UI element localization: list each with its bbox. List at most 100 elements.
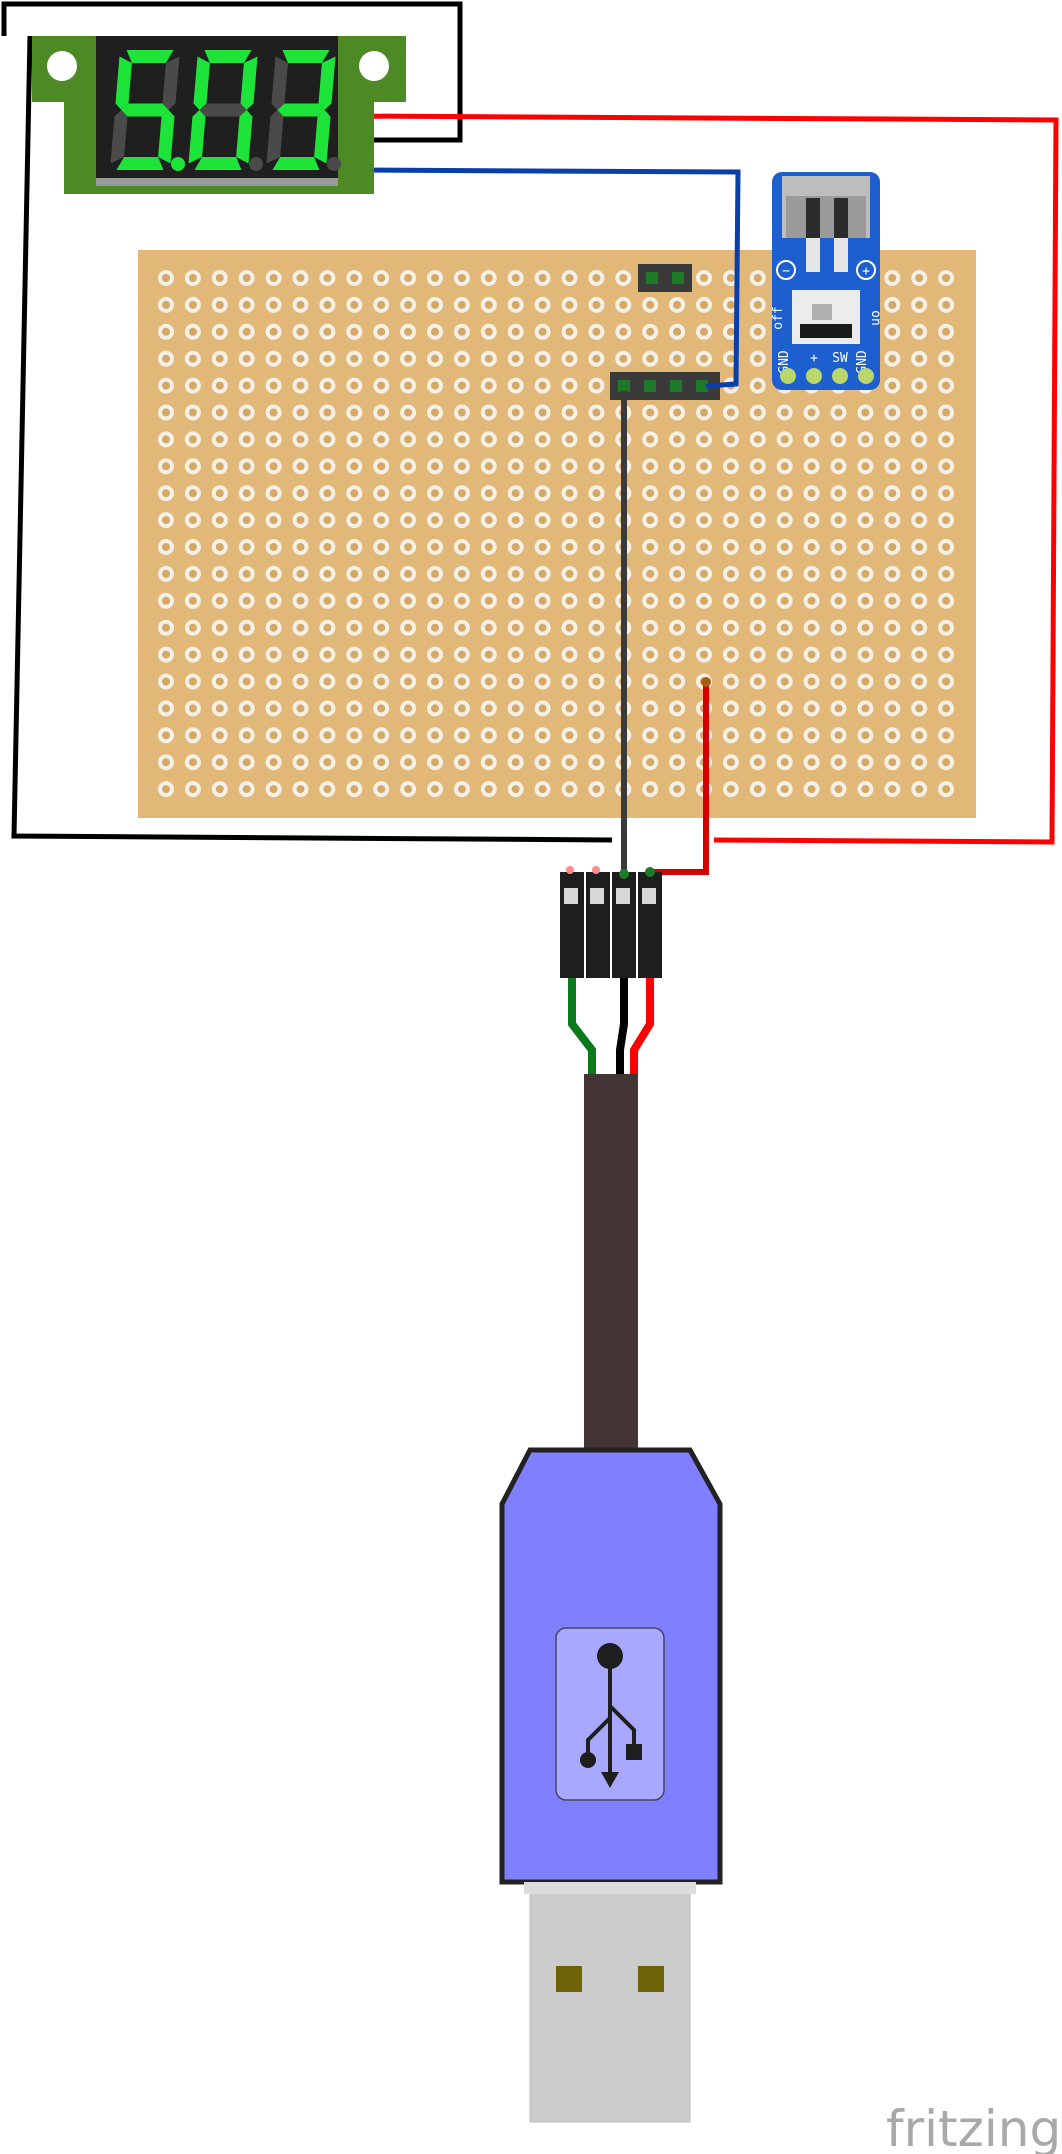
stripboard-hole-center <box>673 435 682 444</box>
stripboard-hole-center <box>726 650 735 659</box>
stripboard-hole-center <box>404 785 413 794</box>
stripboard-hole-center <box>753 408 762 417</box>
power-switch-module: − + off on GND + SW GND <box>771 172 883 390</box>
stripboard-hole-center <box>511 731 520 740</box>
stripboard-hole-center <box>242 623 251 632</box>
stripboard-hole-center <box>888 758 897 767</box>
minus-marker <box>776 260 796 280</box>
switch-off-label: off <box>771 306 786 329</box>
stripboard-hole-center <box>377 435 386 444</box>
stripboard-hole-center <box>350 650 359 659</box>
stripboard-hole-center <box>646 543 655 551</box>
stripboard-hole-center <box>457 785 466 794</box>
stripboard-hole-center <box>484 354 493 363</box>
stripboard-hole-center <box>942 300 951 309</box>
stripboard-hole-center <box>215 516 224 525</box>
stripboard-hole-center <box>242 785 251 794</box>
stripboard-hole-center <box>807 758 816 767</box>
stripboard-hole-center <box>538 462 547 471</box>
stripboard-hole-center <box>162 704 170 713</box>
segment-a <box>126 50 174 63</box>
stripboard-hole-center <box>511 435 520 444</box>
stripboard-hole-center <box>753 731 762 740</box>
stripboard-hole-center <box>242 462 251 471</box>
stripboard-hole-center <box>404 758 413 767</box>
stripboard-hole-center <box>350 300 359 309</box>
stripboard-hole-center <box>215 704 224 713</box>
switch-on-label: on <box>868 310 883 326</box>
stripboard-hole-center <box>888 516 897 525</box>
stripboard-hole-center <box>242 381 251 390</box>
stripboard-hole-center <box>942 516 951 525</box>
cable-wire-green <box>568 978 596 1076</box>
stripboard-hole-center <box>162 731 170 740</box>
stripboard-hole-center <box>565 758 574 767</box>
stripboard-hole-center <box>404 731 413 740</box>
stripboard-hole-center <box>592 489 601 498</box>
stripboard-hole-center <box>673 596 682 605</box>
stripboard-hole-center <box>726 543 735 551</box>
stripboard-hole-center <box>888 327 897 336</box>
stripboard-hole-center <box>646 650 655 659</box>
stripboard-hole-center <box>323 731 332 740</box>
stripboard-hole-center <box>673 300 682 309</box>
stripboard-hole-center <box>296 731 305 740</box>
stripboard-hole-center <box>673 650 682 659</box>
stripboard-hole-center <box>484 650 493 659</box>
segment-e <box>188 110 206 164</box>
stripboard-hole-center <box>726 300 735 309</box>
pin-label-gnd-1: GND <box>777 350 792 374</box>
stripboard-hole-center <box>431 408 439 417</box>
stripboard-hole-center <box>215 435 224 444</box>
stripboard-hole-center <box>377 704 386 713</box>
stripboard-hole-center <box>511 327 520 336</box>
stripboard-hole-center <box>942 569 951 578</box>
stripboard-hole-center <box>323 569 332 578</box>
stripboard-hole-center <box>915 408 924 417</box>
stripboard-hole-center <box>700 569 708 578</box>
stripboard-hole-center <box>296 758 305 767</box>
wire-red-power <box>347 113 1059 845</box>
stripboard-hole-center <box>188 408 197 417</box>
stripboard-hole-center <box>565 354 574 363</box>
stripboard-hole-center <box>700 650 708 659</box>
stripboard-hole-center <box>269 462 278 471</box>
mount-hole-left <box>47 51 77 81</box>
stripboard-hole-center <box>511 354 520 363</box>
stripboard-hole-center <box>215 623 224 632</box>
stripboard-hole-center <box>565 462 574 471</box>
stripboard-hole-center <box>511 408 520 417</box>
stripboard-hole-center <box>646 300 655 309</box>
stripboard-hole-center <box>404 274 413 282</box>
stripboard-hole-center <box>215 274 224 282</box>
stripboard-hole-center <box>861 623 870 632</box>
stripboard-hole-center <box>592 758 601 767</box>
stripboard-hole-center <box>726 569 735 578</box>
stripboard-hole-center <box>350 543 359 551</box>
stripboard-hole-center <box>565 731 574 740</box>
stripboard-hole-center <box>269 543 278 551</box>
stripboard-hole-center <box>888 543 897 551</box>
stripboard-hole-center <box>350 569 359 578</box>
stripboard-hole-center <box>215 677 224 686</box>
stripboard-hole-center <box>215 596 224 605</box>
stripboard-hole-center <box>484 704 493 713</box>
stripboard-hole-center <box>215 758 224 767</box>
stripboard-hole-center <box>592 300 601 309</box>
stripboard-hole-center <box>511 516 520 525</box>
stripboard-hole-center <box>942 758 951 767</box>
stripboard-hole-center <box>431 677 439 686</box>
stripboard-hole-center <box>646 354 655 363</box>
stripboard-hole-center <box>565 543 574 551</box>
mount-hole-right <box>359 51 389 81</box>
stripboard-hole-center <box>700 516 708 525</box>
stripboard-hole-center <box>457 381 466 390</box>
stripboard-hole-center <box>296 381 305 390</box>
stripboard-hole-center <box>404 489 413 498</box>
stripboard-hole-center <box>350 435 359 444</box>
stripboard-hole-center <box>565 650 574 659</box>
segment-d <box>194 157 242 170</box>
stripboard-hole-center <box>888 354 897 363</box>
stripboard-hole-center <box>538 785 547 794</box>
stripboard-hole-center <box>511 381 520 390</box>
